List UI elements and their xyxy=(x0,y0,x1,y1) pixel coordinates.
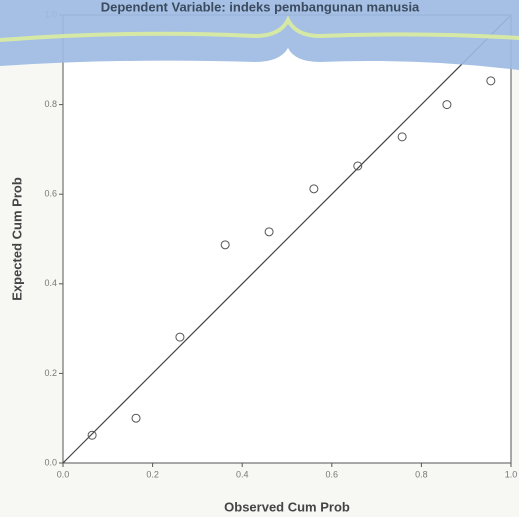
point xyxy=(353,161,363,171)
point xyxy=(264,227,274,237)
x-tick-label: 1.0 xyxy=(505,469,518,479)
y-tick-label: 0.4 xyxy=(44,278,57,288)
y-tick-label: 0.8 xyxy=(44,99,57,109)
x-tick-label: 0.6 xyxy=(326,469,339,479)
x-tick-label: 0.4 xyxy=(236,469,249,479)
point xyxy=(175,332,185,342)
x-tick-label: 0.0 xyxy=(57,469,70,479)
x-tick-label: 0.8 xyxy=(415,469,428,479)
point xyxy=(442,100,452,110)
point xyxy=(309,184,319,194)
y-tick-label: 0.0 xyxy=(44,457,57,467)
banner-brace xyxy=(0,15,519,42)
chart-title: Dependent Variable: indeks pembangunan m… xyxy=(101,0,420,14)
x-axis-title: Observed Cum Prob xyxy=(224,499,350,514)
point xyxy=(486,76,496,86)
y-tick-label: 0.2 xyxy=(44,368,57,378)
point xyxy=(131,413,141,423)
x-tick-label: 0.2 xyxy=(146,469,159,479)
reference-line xyxy=(62,14,512,464)
point xyxy=(397,132,407,142)
plot-area: 0.00.20.40.60.81.00.00.20.40.60.81.0 xyxy=(44,9,517,479)
y-tick-label: 0.6 xyxy=(44,189,57,199)
point xyxy=(220,240,230,250)
point xyxy=(87,430,97,440)
y-axis-title: Expected Cum Prob xyxy=(9,177,24,301)
